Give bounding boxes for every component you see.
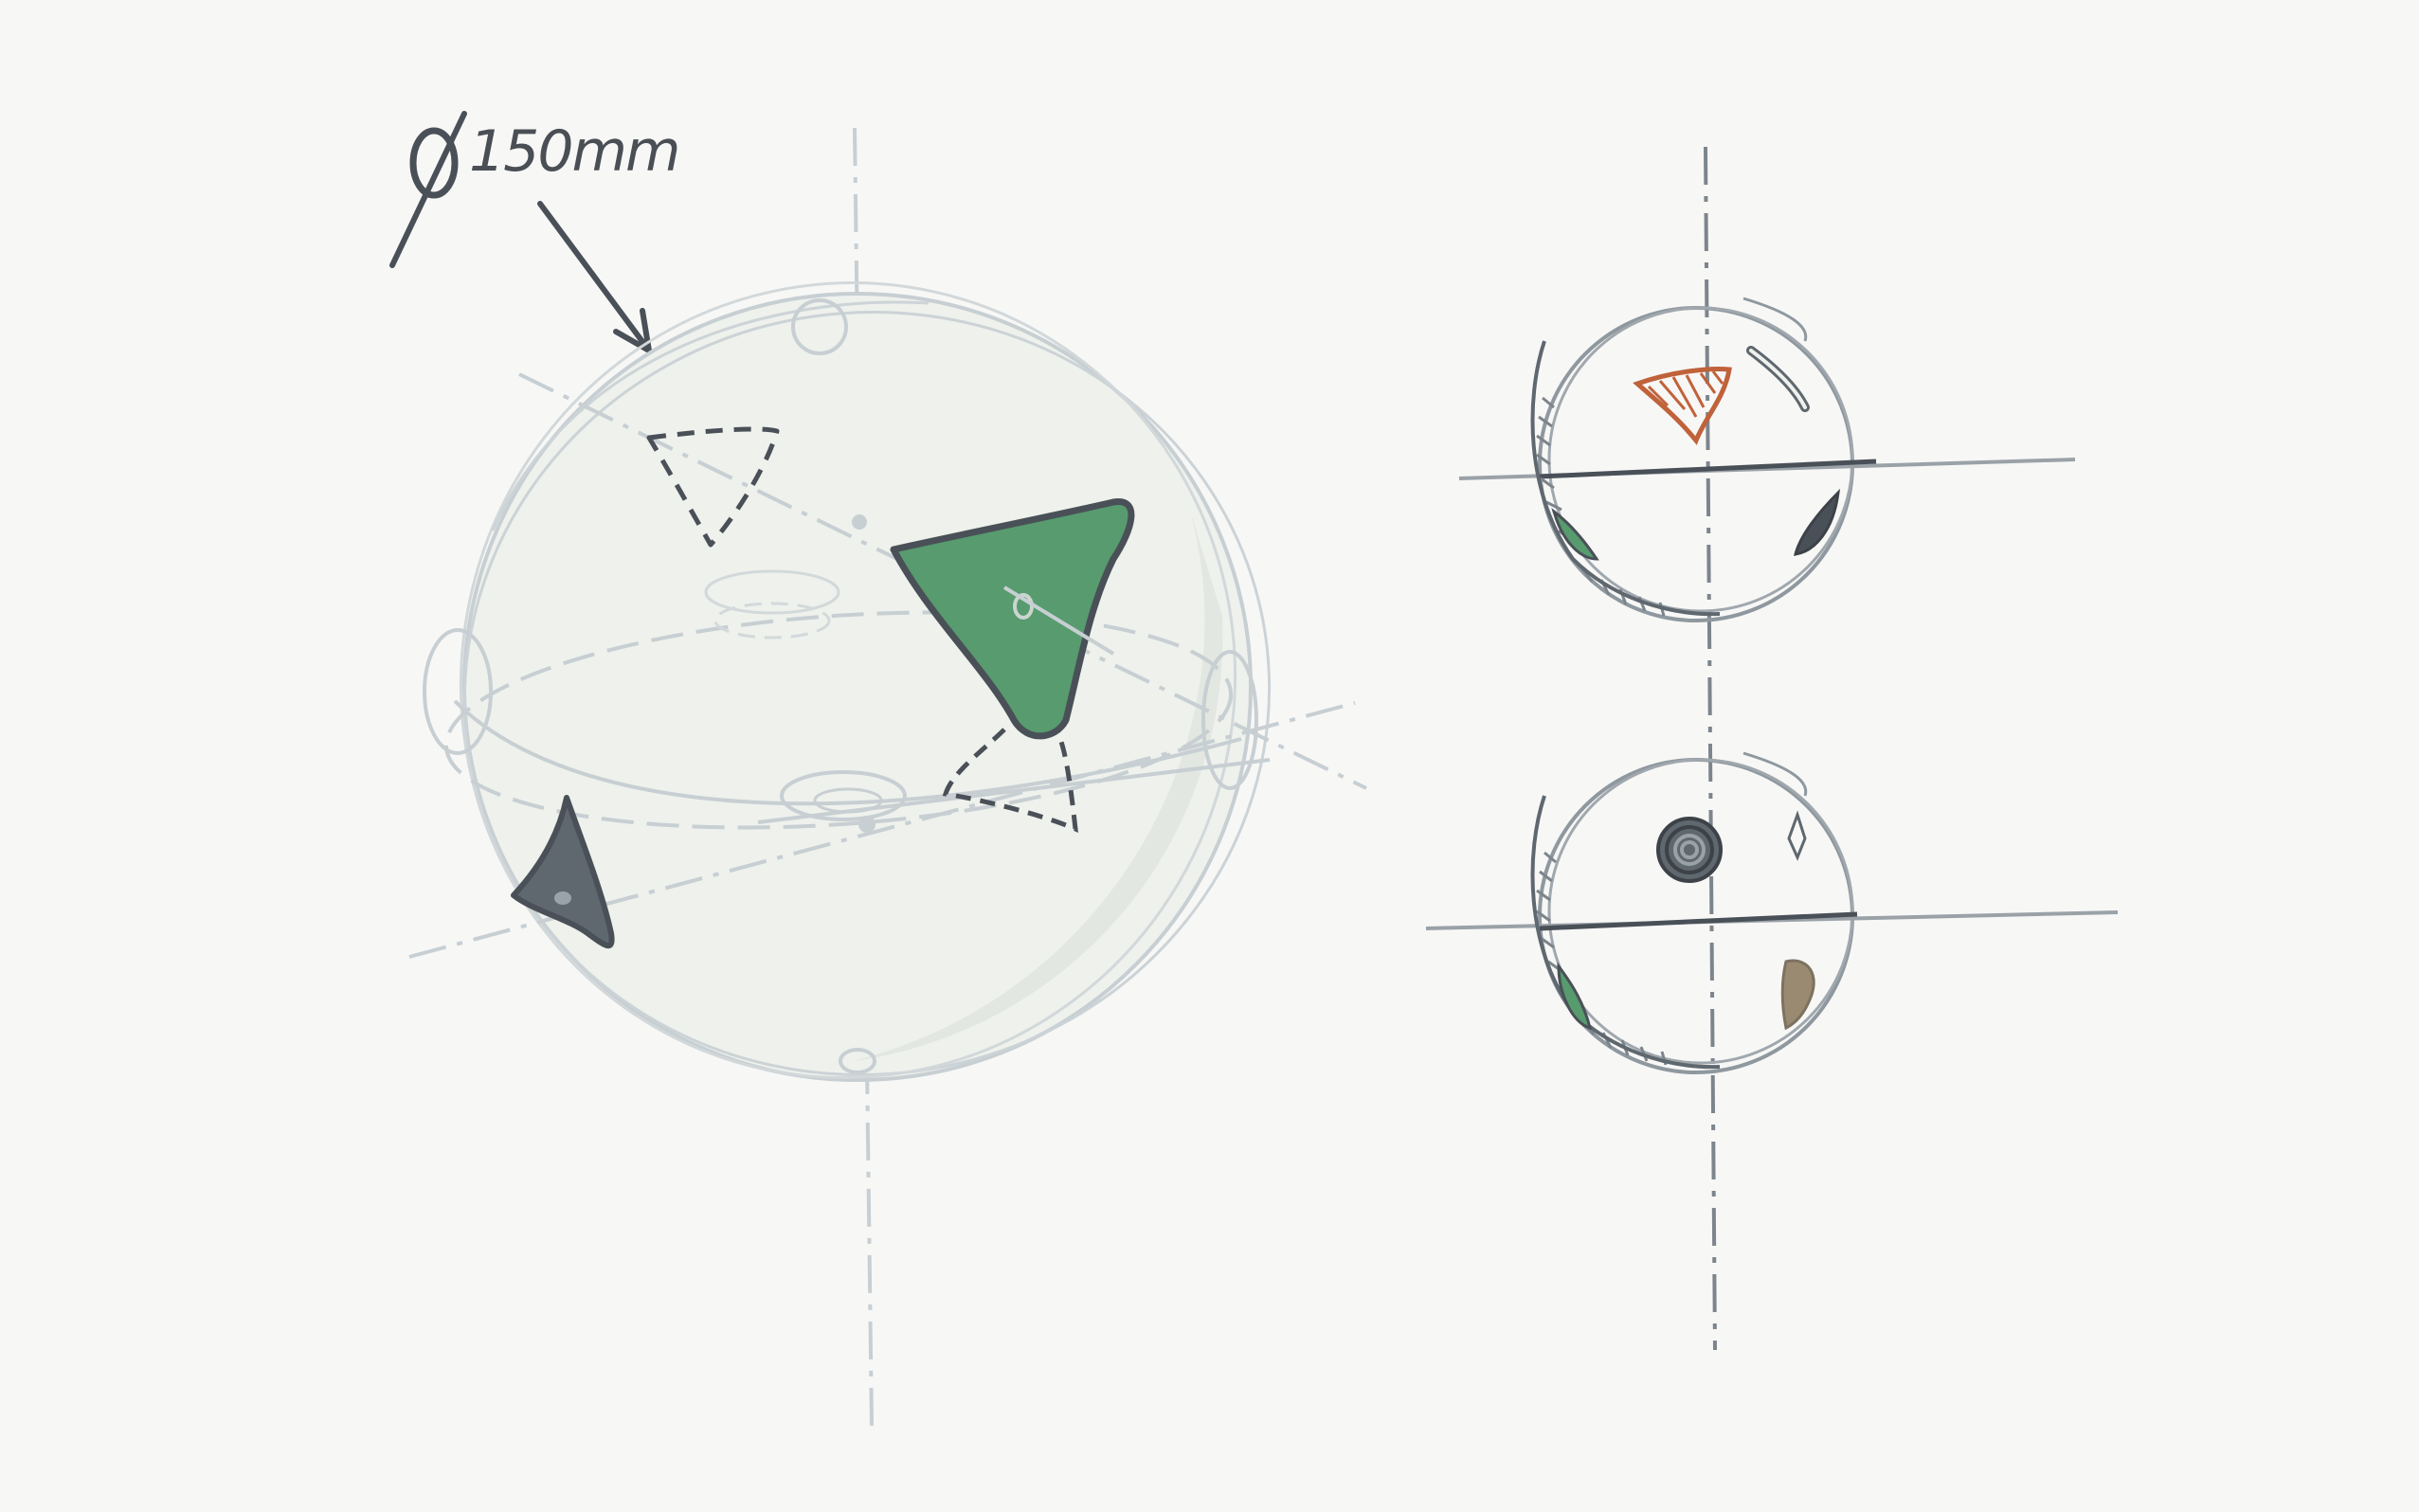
hidden-hold-outline <box>646 426 780 548</box>
bottom-view-green-hold <box>1557 962 1593 1031</box>
bottom-view-section-line <box>1539 911 1858 931</box>
diamond-mark-icon <box>1787 810 1807 861</box>
right-bolt-cap <box>1201 650 1258 790</box>
pivot-dot <box>852 514 867 530</box>
hidden-hold-ring-2 <box>713 602 831 639</box>
sphere-sketch-arc <box>491 300 930 531</box>
top-view-thick-arc <box>1530 340 1721 617</box>
hidden-hold-ring <box>704 569 840 615</box>
green-hold-shape <box>890 498 1135 740</box>
top-section-view <box>1458 146 2076 1351</box>
top-view-section-line <box>1539 459 1877 479</box>
slate-hold-shape <box>511 795 615 949</box>
top-view-green-hold <box>1551 508 1599 561</box>
bottom-hold-ring-inner <box>813 787 883 814</box>
bottom-bolt-cap <box>839 1048 876 1074</box>
large-sphere <box>408 127 1367 1427</box>
leader-arrow-line <box>537 201 652 353</box>
spiral-bolt-icon <box>1656 817 1723 883</box>
top-view-hold-mark-inner <box>1749 349 1807 409</box>
hidden-hold-outline-2 <box>942 728 1078 833</box>
bottom-view-sketch-tick <box>1742 751 1808 797</box>
leader-arrowhead-icon <box>613 308 652 353</box>
top-view-circle-2 <box>1547 306 1854 613</box>
top-view-sketch-tick <box>1742 297 1808 342</box>
top-bolt-cap <box>791 298 848 355</box>
rust-hold-hatch <box>1647 370 1724 418</box>
top-view-dark-hold <box>1793 488 1841 556</box>
diameter-text: 150mm <box>469 118 678 185</box>
green-hold-bolt <box>1013 593 1034 620</box>
diameter-slash-icon <box>389 111 467 268</box>
tan-hold-shape <box>1780 959 1815 1031</box>
diameter-circle-icon <box>409 127 459 199</box>
bottom-section-view <box>1425 751 2119 1074</box>
section-vertical-axis <box>1704 146 1717 1351</box>
center-dot <box>858 816 876 833</box>
sphere-outline-3 <box>459 281 1237 1079</box>
sphere-body <box>464 294 1251 1080</box>
bottom-view-circle-2 <box>1547 758 1854 1065</box>
left-bolt-cap <box>423 628 493 755</box>
rust-hold-outline <box>1633 367 1732 445</box>
dimension-annotation: 150mm <box>389 111 680 353</box>
bottom-hold-ring <box>780 770 907 821</box>
green-hold-axis <box>1002 585 1115 656</box>
slate-hold-bolt <box>554 891 571 905</box>
